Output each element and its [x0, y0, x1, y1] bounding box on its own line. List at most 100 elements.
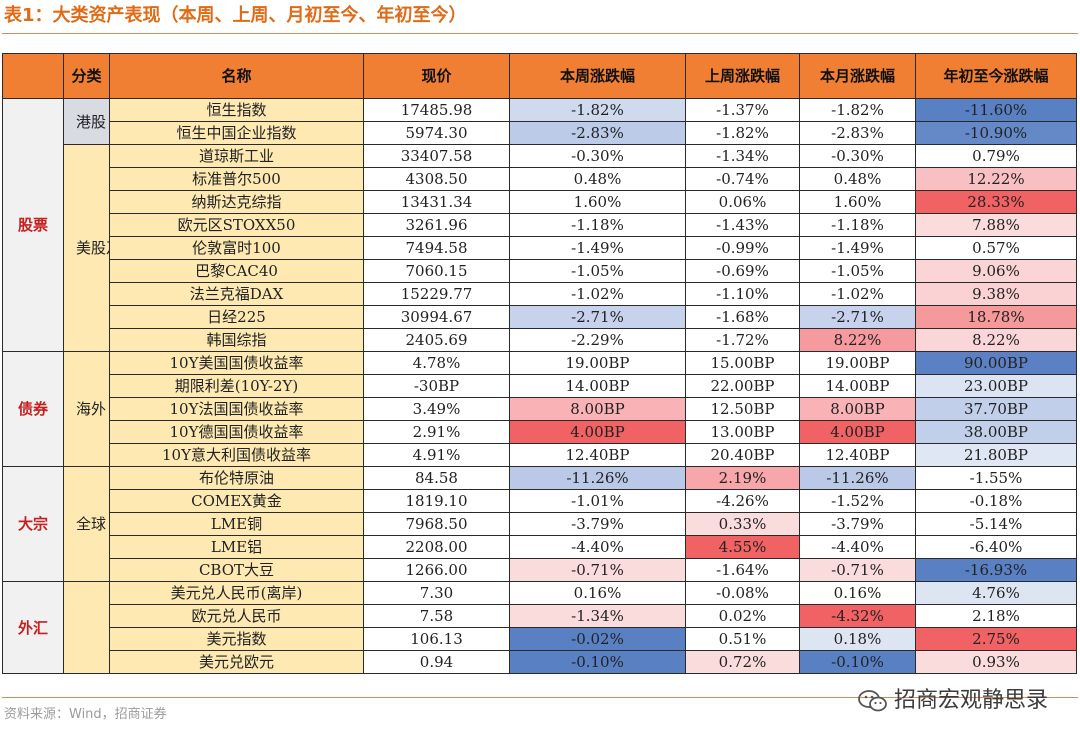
last-week-change-cell: 0.33%: [685, 512, 800, 536]
table-row: 外汇 美元兑人民币(离岸) 7.30 0.16% -0.08% 0.16% 4.76%: [2, 581, 1077, 674]
asset-name-cell: 美元兑欧元: [109, 650, 364, 674]
month-change-cell: -4.40%: [799, 535, 916, 559]
table-body: 股票 港股 恒生指数 17485.98 -1.82% -1.37% -1.82% -11.60…: [2, 98, 1077, 674]
price-cell: 7.30: [363, 581, 510, 605]
ytd-change-cell: 37.70BP: [915, 397, 1077, 421]
asset-name-cell: 韩国综指: [109, 328, 364, 352]
table-row: 债券 海外 10Y美国国债收益率 4.78% 19.00BP 15.00BP 19.00BP…: [2, 351, 1077, 467]
asset-class-cell: 债券: [2, 351, 64, 467]
week-change-cell: -2.83%: [509, 121, 686, 145]
ytd-change-cell: 18.78%: [915, 305, 1077, 329]
ytd-change-cell: 38.00BP: [915, 420, 1077, 444]
asset-name-cell: LME铝: [109, 535, 364, 559]
month-change-cell: -0.10%: [799, 650, 916, 674]
last-week-change-cell: -4.26%: [685, 489, 800, 513]
month-change-cell: 0.48%: [799, 167, 916, 191]
last-week-change-cell: 2.19%: [685, 466, 800, 490]
week-change-cell: -1.18%: [509, 213, 686, 237]
month-change-cell: -0.30%: [799, 144, 916, 168]
table-row: 巴黎CAC40 7060.15 -1.05% -0.69% -1.05% 9.06%: [3, 259, 1077, 283]
price-cell: 13431.34: [363, 190, 510, 214]
asset-class-cell: 外汇: [2, 581, 64, 674]
region-cell: 美股及其它: [63, 144, 110, 352]
header-row: 分类 名称 现价 本周涨跌幅 上周涨跌幅 本月涨跌幅 年初至今涨跌幅: [2, 53, 1077, 99]
watermark: 招商宏观静思录: [858, 686, 1048, 716]
asset-name-cell: 纳斯达克综指: [109, 190, 364, 214]
asset-name-cell: LME铜: [109, 512, 364, 536]
title-divider: [2, 33, 1078, 34]
table-row: LME铜 7968.50 -3.79% 0.33% -3.79% -5.14%: [3, 512, 1077, 536]
header-cell-name: 名称: [109, 53, 364, 99]
table-row: 大宗 全球 布伦特原油 84.58 -11.26% 2.19% -11.26% -1.55%: [2, 466, 1077, 582]
footer-divider: [2, 697, 1078, 698]
last-week-change-cell: 0.72%: [685, 650, 800, 674]
ytd-change-cell: 4.76%: [915, 581, 1077, 605]
asset-name-cell: 10Y法国国债收益率: [109, 397, 364, 421]
week-change-cell: 19.00BP: [509, 351, 686, 375]
header-cell-blank: [2, 53, 64, 99]
week-change-cell: -1.01%: [509, 489, 686, 513]
asset-name-cell: 布伦特原油: [109, 466, 364, 490]
header-cell-category: 分类: [63, 53, 110, 99]
week-change-cell: -11.26%: [509, 466, 686, 490]
header-cell-last-week: 上周涨跌幅: [685, 53, 800, 99]
price-cell: 4.91%: [363, 443, 510, 467]
month-change-cell: -1.02%: [799, 282, 916, 306]
header-cell-price: 现价: [363, 53, 510, 99]
price-cell: -30BP: [363, 374, 510, 398]
ytd-change-cell: 90.00BP: [915, 351, 1077, 375]
last-week-change-cell: 15.00BP: [685, 351, 800, 375]
wechat-icon: [858, 690, 887, 712]
price-cell: 4.78%: [363, 351, 510, 375]
table-row: 美元指数 106.13 -0.02% 0.51% 0.18% 2.75%: [3, 627, 1077, 651]
table-row: 10Y意大利国债收益率 4.91% 12.40BP 20.40BP 12.40BP 21.…: [3, 443, 1077, 467]
last-week-change-cell: 4.55%: [685, 535, 800, 559]
header-cell-month: 本月涨跌幅: [799, 53, 916, 99]
month-change-cell: 0.16%: [799, 581, 916, 605]
asset-name-cell: 巴黎CAC40: [109, 259, 364, 283]
watermark-text: 招商宏观静思录: [893, 688, 1048, 713]
last-week-change-cell: -1.43%: [685, 213, 800, 237]
last-week-change-cell: -0.69%: [685, 259, 800, 283]
month-change-cell: -1.18%: [799, 213, 916, 237]
ytd-change-cell: 21.80BP: [915, 443, 1077, 467]
week-change-cell: -1.05%: [509, 259, 686, 283]
asset-name-cell: 10Y美国国债收益率: [109, 351, 364, 375]
month-change-cell: -11.26%: [799, 466, 916, 490]
table-title: 表1：大类资产表现（本周、上周、月初至今、年初至今）: [4, 5, 467, 26]
month-change-cell: 8.22%: [799, 328, 916, 352]
price-cell: 1266.00: [363, 558, 510, 582]
ytd-change-cell: 12.22%: [915, 167, 1077, 191]
region-cell: 全球: [63, 466, 110, 582]
table-row: LME铝 2208.00 -4.40% 4.55% -4.40% -6.40%: [3, 535, 1077, 559]
month-change-cell: 0.18%: [799, 627, 916, 651]
price-cell: 5974.30: [363, 121, 510, 145]
price-cell: 7.58: [363, 604, 510, 628]
asset-name-cell: 恒生指数: [109, 98, 364, 122]
header-cell-week: 本周涨跌幅: [509, 53, 686, 99]
month-change-cell: -1.49%: [799, 236, 916, 260]
week-change-cell: 0.16%: [509, 581, 686, 605]
week-change-cell: -1.82%: [509, 98, 686, 122]
asset-class-cell: 大宗: [2, 466, 64, 582]
month-change-cell: -4.32%: [799, 604, 916, 628]
table-row: 伦敦富时100 7494.58 -1.49% -0.99% -1.49% 0.57%: [3, 236, 1077, 260]
region-cell: 港股: [63, 98, 110, 145]
ytd-change-cell: 23.00BP: [915, 374, 1077, 398]
ytd-change-cell: -6.40%: [915, 535, 1077, 559]
last-week-change-cell: -1.64%: [685, 558, 800, 582]
week-change-cell: 8.00BP: [509, 397, 686, 421]
last-week-change-cell: -1.68%: [685, 305, 800, 329]
week-change-cell: -2.71%: [509, 305, 686, 329]
table-row: 股票 港股 恒生指数 17485.98 -1.82% -1.37% -1.82% -11.60…: [2, 98, 1077, 352]
month-change-cell: 4.00BP: [799, 420, 916, 444]
table-row: 法兰克福DAX 15229.77 -1.02% -1.10% -1.02% 9.38%: [3, 282, 1077, 306]
price-cell: 30994.67: [363, 305, 510, 329]
ytd-change-cell: -16.93%: [915, 558, 1077, 582]
price-cell: 15229.77: [363, 282, 510, 306]
last-week-change-cell: 20.40BP: [685, 443, 800, 467]
last-week-change-cell: -0.74%: [685, 167, 800, 191]
region-cell: 海外: [63, 351, 110, 467]
asset-name-cell: 伦敦富时100: [109, 236, 364, 260]
week-change-cell: -0.30%: [509, 144, 686, 168]
